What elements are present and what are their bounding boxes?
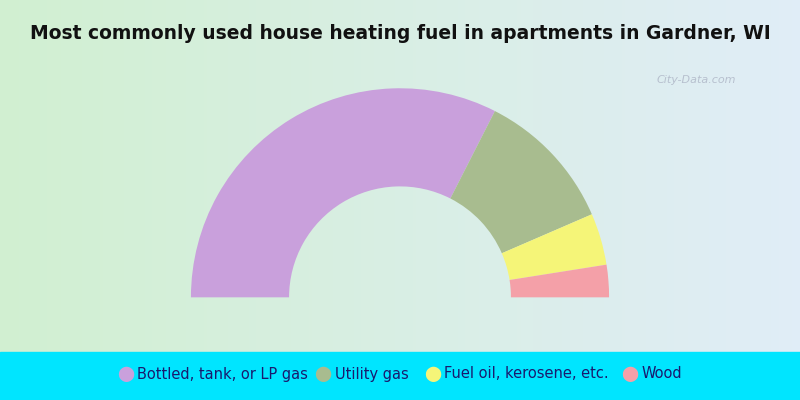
Text: ⬤: ⬤ xyxy=(314,366,332,382)
Text: Bottled, tank, or LP gas: Bottled, tank, or LP gas xyxy=(137,366,308,382)
Text: ⬤: ⬤ xyxy=(622,366,638,382)
Text: ⬤: ⬤ xyxy=(117,366,134,382)
Wedge shape xyxy=(191,88,495,297)
Text: Wood: Wood xyxy=(642,366,682,382)
Text: City-Data.com: City-Data.com xyxy=(656,75,736,85)
Text: ⬤: ⬤ xyxy=(424,366,441,382)
Wedge shape xyxy=(450,111,592,253)
Text: Utility gas: Utility gas xyxy=(334,366,408,382)
Wedge shape xyxy=(510,265,609,297)
Text: Fuel oil, kerosene, etc.: Fuel oil, kerosene, etc. xyxy=(444,366,609,382)
Bar xyxy=(0,352,800,400)
Text: Most commonly used house heating fuel in apartments in Gardner, WI: Most commonly used house heating fuel in… xyxy=(30,24,770,43)
Wedge shape xyxy=(502,214,606,280)
